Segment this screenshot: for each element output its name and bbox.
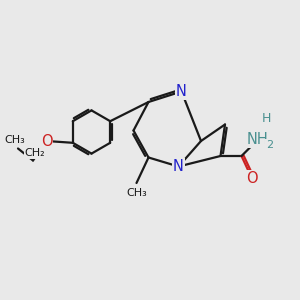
Text: H: H bbox=[262, 112, 271, 125]
Text: N: N bbox=[176, 84, 187, 99]
Text: O: O bbox=[41, 134, 52, 148]
Text: 2: 2 bbox=[266, 140, 273, 150]
Text: CH₃: CH₃ bbox=[126, 188, 147, 199]
Text: N: N bbox=[173, 159, 184, 174]
Text: NH: NH bbox=[247, 132, 269, 147]
Text: O: O bbox=[246, 171, 258, 186]
Text: CH₂: CH₂ bbox=[25, 148, 45, 158]
Text: CH₃: CH₃ bbox=[4, 135, 26, 145]
